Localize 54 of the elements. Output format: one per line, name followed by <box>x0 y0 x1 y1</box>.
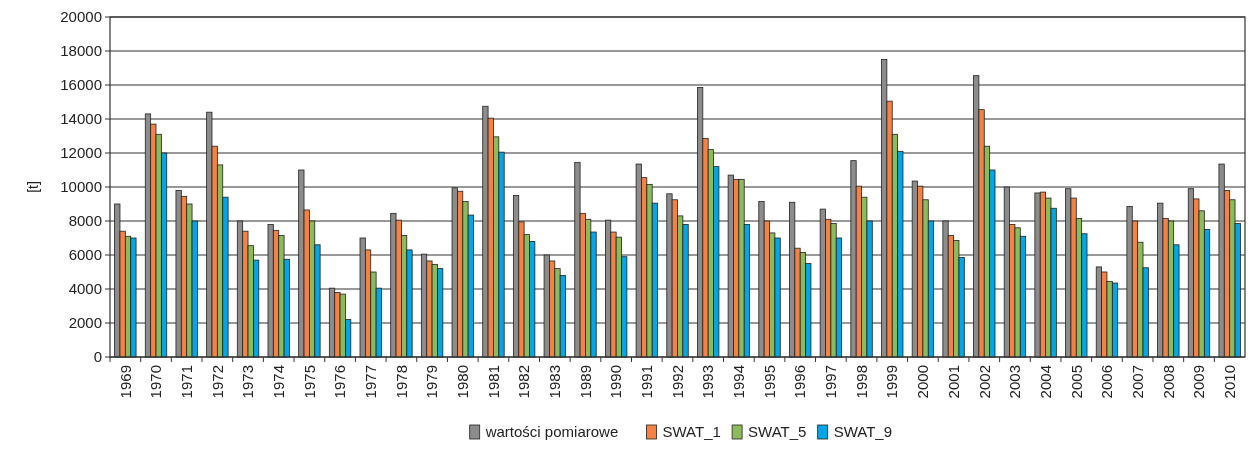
legend-label: SWAT_5 <box>748 423 807 440</box>
y-tick-label: 6000 <box>68 246 102 264</box>
x-tick-label: 1980 <box>454 365 472 399</box>
x-tick-label: 1983 <box>546 365 564 399</box>
bar <box>727 174 734 358</box>
x-tick-label: 1978 <box>392 365 410 399</box>
x-tick-label: 1982 <box>515 365 533 399</box>
x-tick-label: 2008 <box>1159 365 1177 399</box>
y-tick-label: 14000 <box>60 110 102 128</box>
x-tick-label: 1972 <box>208 365 226 399</box>
x-tick-label: 1981 <box>484 365 502 399</box>
x-tick-label: 2002 <box>975 365 993 399</box>
x-tick-label: 2001 <box>944 365 962 399</box>
x-tick-label: 1976 <box>331 365 349 399</box>
x-tick-label: 1974 <box>269 365 287 399</box>
legend-label: SWAT_9 <box>833 423 893 440</box>
y-tick-label: 20000 <box>60 8 102 26</box>
x-tick-label: 1973 <box>239 365 257 399</box>
x-tick-label: 1989 <box>576 365 594 399</box>
y-tick-label: 2000 <box>68 314 102 332</box>
x-tick-label: 1994 <box>730 365 748 399</box>
x-tick-label: 2000 <box>914 365 932 399</box>
y-tick-label: 8000 <box>68 212 102 230</box>
x-tick-label: 1975 <box>300 365 318 399</box>
x-tick-label: 1969 <box>116 365 134 399</box>
y-tick-label: 10000 <box>60 178 102 196</box>
x-tick-label: 2006 <box>1098 365 1116 399</box>
y-tick-label: 12000 <box>60 144 102 162</box>
y-tick-label: 16000 <box>60 76 102 94</box>
x-tick-label: 1996 <box>791 365 809 399</box>
legend-label: SWAT_1 <box>662 423 721 440</box>
x-tick-label: 1998 <box>852 365 870 399</box>
x-tick-label: 1993 <box>699 365 717 399</box>
x-tick-label: 1971 <box>177 365 195 399</box>
x-tick-label: 1990 <box>607 365 625 399</box>
y-tick-label: 18000 <box>60 42 102 60</box>
x-tick-label: 2004 <box>1036 365 1054 399</box>
legend-label: wartości pomiarowe <box>484 423 619 440</box>
x-tick-label: 1979 <box>423 365 441 399</box>
x-tick-label: 2010 <box>1220 365 1238 399</box>
x-tick-label: 1991 <box>638 365 656 399</box>
x-tick-label: 1999 <box>883 365 901 399</box>
y-tick-label: 0 <box>93 348 102 366</box>
x-tick-label: 2007 <box>1128 365 1146 399</box>
x-tick-label: 1977 <box>361 365 379 399</box>
x-tick-label: 1992 <box>668 365 686 399</box>
x-tick-label: 2005 <box>1067 365 1085 399</box>
x-tick-label: 2003 <box>1006 365 1024 399</box>
y-axis-title: [t] <box>25 181 41 193</box>
x-tick-label: 1970 <box>147 365 165 399</box>
x-tick-label: 1997 <box>822 365 840 399</box>
x-tick-label: 1995 <box>760 365 778 399</box>
x-tick-label: 2009 <box>1190 365 1208 399</box>
y-tick-label: 4000 <box>68 280 102 298</box>
